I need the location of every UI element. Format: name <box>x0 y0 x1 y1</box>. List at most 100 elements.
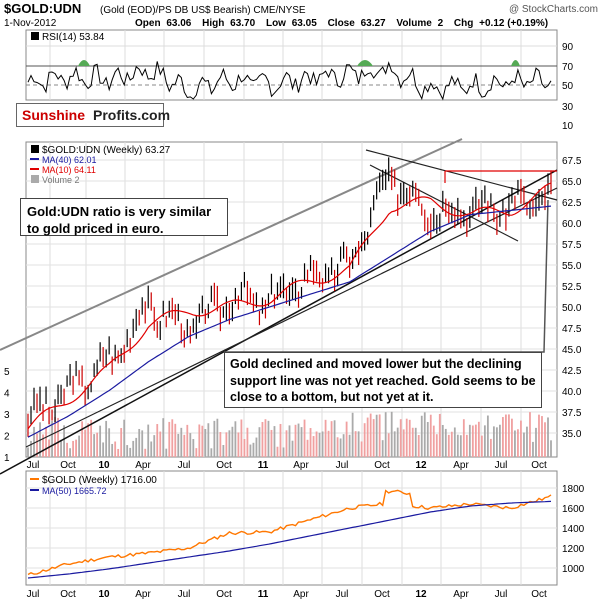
volume-bar <box>529 412 531 457</box>
volume-bar <box>387 433 390 457</box>
volume-tick-label: 4 <box>4 389 10 400</box>
x-tick-label-gold: Apr <box>293 589 309 600</box>
volume-bar <box>300 427 303 457</box>
x-tick-label-gold: Oct <box>60 589 76 600</box>
sunshine-profits-logo: Sunshine Profits.com <box>16 103 170 127</box>
volume-tick-label: 3 <box>4 410 10 421</box>
volume-bar <box>207 423 210 457</box>
low-label: Low <box>266 18 286 29</box>
logo-part2: Profits.com <box>93 107 171 123</box>
volume-bar <box>30 440 32 457</box>
volume-bar <box>342 434 345 457</box>
volume-bar <box>198 424 201 457</box>
rsi-legend-swatch <box>31 32 39 40</box>
close-label: Close <box>328 18 356 29</box>
volume-bar <box>477 421 480 457</box>
volume-bar <box>255 437 258 457</box>
rsi-legend: RSI(14) 53.84 <box>31 32 105 43</box>
volume-bar <box>90 419 93 457</box>
price-tick-label: 67.5 <box>562 156 582 167</box>
volume-bar <box>462 419 465 457</box>
x-tick-label-main: 12 <box>415 460 427 471</box>
volume-bar <box>102 442 105 457</box>
x-tick-label-main: Jul <box>495 460 508 471</box>
chg-value: +0.12 (+0.19%) <box>479 18 548 29</box>
upper-channel-line <box>0 138 463 351</box>
volume-bar <box>447 434 450 457</box>
volume-bar <box>141 430 144 457</box>
volume-bar <box>180 427 183 457</box>
volume-bar <box>45 426 47 457</box>
volume-bar <box>297 423 300 457</box>
volume-bar <box>499 424 501 457</box>
volume-bar <box>450 431 453 457</box>
volume-bar <box>523 432 525 457</box>
price-tick-label: 45.0 <box>562 345 582 356</box>
volume-bar <box>129 447 132 457</box>
watermark: @ StockCharts.com <box>509 4 598 15</box>
volume-bar <box>514 430 516 457</box>
ma40-line <box>27 205 552 438</box>
x-tick-label-main: 11 <box>258 460 269 471</box>
volume-legend-swatch <box>31 175 39 183</box>
price-legend-label: $GOLD:UDN (Weekly) 63.27 <box>42 145 171 156</box>
price-legend: $GOLD:UDN (Weekly) 63.27 MA(40) 62.01 MA… <box>30 145 171 185</box>
volume-bar <box>508 414 510 457</box>
volume-bar <box>435 434 438 457</box>
volume-bar <box>252 442 255 457</box>
volume-bar <box>144 448 147 457</box>
volume-bar <box>93 434 96 457</box>
x-tick-label-gold: Oct <box>531 589 547 600</box>
gold-tick-label: 1600 <box>562 504 585 515</box>
volume-bar <box>114 441 117 457</box>
volume-bar <box>399 419 402 457</box>
gold-tick-label: 1000 <box>562 564 585 575</box>
volume-bar <box>186 424 189 457</box>
volume-bar <box>381 440 384 457</box>
volume-bar <box>108 428 111 457</box>
volume-bar <box>261 422 264 457</box>
volume-bar <box>51 420 53 457</box>
volume-bar <box>258 427 261 457</box>
chart-description: (Gold (EOD)/PS DB US$ Bearish) CME/NYSE <box>100 5 306 16</box>
volume-bar <box>159 431 162 457</box>
volume-bar <box>393 431 396 457</box>
volume-bar <box>171 419 174 457</box>
high-label: High <box>202 18 224 29</box>
volume-bar <box>351 412 354 457</box>
volume-bar <box>321 431 324 457</box>
volume-bar <box>72 440 74 457</box>
x-tick-label-main: Jul <box>178 460 191 471</box>
price-tick-label: 42.5 <box>562 366 582 377</box>
price-tick-label: 57.5 <box>562 240 582 251</box>
volume-bar <box>441 424 444 457</box>
volume-bar <box>420 415 423 457</box>
volume-bar <box>303 419 306 457</box>
volume-bar <box>99 425 102 457</box>
volume-layer <box>27 411 552 457</box>
volume-bar <box>459 435 462 457</box>
volume-bar <box>210 448 213 457</box>
volume-bar <box>294 424 297 457</box>
x-tick-label-main: 10 <box>98 460 110 471</box>
rsi-tick-label: 10 <box>562 121 574 132</box>
rsi-overbought-fill <box>78 60 90 66</box>
volume-bar <box>502 417 504 457</box>
volume-bar <box>315 431 318 457</box>
gold-series-line <box>27 489 552 576</box>
volume-bar <box>219 432 222 457</box>
volume-bar <box>408 419 411 457</box>
volume-bar <box>162 418 165 457</box>
volume-bar <box>390 411 393 457</box>
volume-bar <box>66 442 68 457</box>
volume-bar <box>60 439 62 457</box>
volume-bar <box>240 419 243 457</box>
logo-part1: Sunshine <box>22 107 86 123</box>
volume-bar <box>538 414 540 457</box>
rsi-legend-label: RSI(14) 53.84 <box>42 32 105 43</box>
volume-bar <box>273 426 276 457</box>
lower-rising-line <box>25 187 558 448</box>
volume-bar <box>372 419 375 457</box>
volume-bar <box>36 433 38 457</box>
volume-bar <box>480 435 483 457</box>
